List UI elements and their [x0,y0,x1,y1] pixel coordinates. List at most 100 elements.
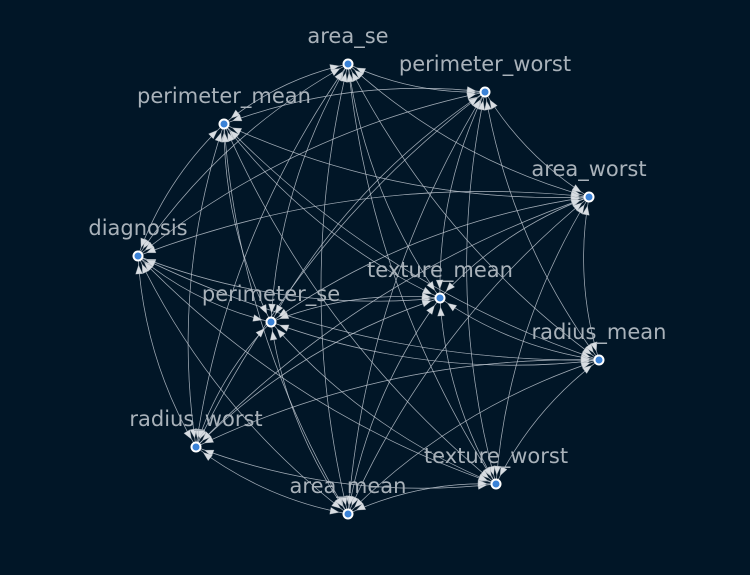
edge-arrowhead [570,199,581,207]
graph-arrowheads [135,64,598,515]
graph-edge [270,321,497,485]
graph-edge [270,321,600,366]
edge-arrowhead [437,306,445,317]
graph-edge [223,123,497,485]
graph-node-perimeter-mean[interactable] [218,118,230,130]
edge-arrowhead [571,184,582,193]
edge-arrowhead [252,314,263,322]
edge-arrowhead [189,428,197,439]
edge-arrowhead [484,100,492,111]
edge-arrowhead [275,304,284,315]
graph-edge [195,196,590,448]
graph-edge [195,63,349,448]
graph-node-radius-mean[interactable] [593,354,605,366]
graph-edge [270,63,349,323]
edge-arrowhead [483,466,492,477]
edge-arrowhead [493,465,502,476]
graph-edge [439,196,590,299]
graph-node-area-mean[interactable] [342,508,354,520]
edge-arrowhead [146,246,157,253]
edge-arrowhead [255,328,265,338]
edge-arrowhead [331,500,342,509]
graph-node-area-worst[interactable] [583,191,595,203]
node-label-perimeter-worst: perimeter_worst [399,52,571,77]
graph-node-perimeter-worst[interactable] [479,86,491,98]
edge-arrowhead [143,262,154,272]
edge-arrowhead [279,324,290,332]
edge-arrowhead [141,263,150,274]
graph-edge [484,91,590,198]
node-label-perimeter-se: perimeter_se [202,282,340,307]
graph-edge [270,295,441,323]
edge-arrowhead [479,469,490,479]
edge-arrowhead [203,435,214,444]
node-label-radius-worst: radius_worst [129,407,262,432]
edge-arrowhead [208,129,218,140]
graph-edge [347,91,486,515]
graph-edge [195,91,486,448]
edge-arrowhead [329,507,340,515]
graph-edge [466,91,497,485]
graph-edge [439,196,590,299]
edge-arrowhead [426,280,436,291]
graph-edge [347,63,441,299]
graph-node-area-se[interactable] [342,58,354,70]
graph-node-radius-worst[interactable] [190,441,202,453]
graph-edge [583,196,600,361]
edge-arrowhead [489,99,498,110]
edge-arrowhead [347,495,355,506]
graph-edge [270,321,349,515]
edge-arrowhead [221,132,230,143]
graph-edge [137,255,600,361]
graph-node-texture-mean[interactable] [434,292,446,304]
graph-edge [223,123,600,361]
node-label-perimeter-mean: perimeter_mean [137,84,311,109]
edge-arrowhead [276,328,286,339]
edge-arrowhead [576,204,585,215]
edge-arrowhead [466,86,477,94]
edge-arrowhead [268,303,276,314]
graph-node-perimeter-se[interactable] [265,316,277,328]
edge-arrowhead [435,279,444,290]
edge-arrowhead [426,304,435,315]
edge-arrowhead [227,131,235,143]
edge-arrowhead [590,341,598,352]
graph-nodes [132,58,605,520]
edge-arrowhead [468,97,479,106]
edge-arrowhead [340,72,348,83]
graph-edge [347,63,497,485]
edge-arrowhead [351,71,360,82]
graph-edge [347,63,600,361]
edge-arrowhead [231,127,243,135]
graph-edge [195,359,600,448]
edge-arrowhead [135,264,143,275]
edge-arrowhead [445,282,455,292]
edge-arrowhead [340,495,348,506]
edge-arrowhead [477,100,485,111]
graph-edge [347,297,441,515]
edge-arrowhead [585,343,594,354]
graph-node-texture-worst[interactable] [490,478,502,490]
graph-edge [495,196,590,485]
graph-edge [137,63,349,257]
graph-edge [223,123,590,198]
graph-edge [137,91,486,257]
edge-arrowhead [580,362,591,370]
graph-labels: area_se perimeter_worst perimeter_meanarea… [88,24,666,499]
graph-edge [495,359,600,485]
node-label-texture-mean: texture_mean [367,258,513,283]
graph-edge [195,446,349,515]
graph-edge [137,255,349,515]
graph-edge [484,91,600,361]
node-label-radius-mean: radius_mean [532,320,667,345]
node-label-texture-worst: texture_worst [424,444,568,469]
edge-arrowhead [447,302,458,312]
graph-edge [270,196,590,323]
edge-arrowhead [145,259,156,268]
graph-edge [137,255,497,485]
edge-arrowhead [354,69,364,79]
graph-node-diagnosis[interactable] [132,250,144,262]
edge-arrowhead [477,473,489,481]
edge-arrowhead [140,237,148,248]
graph-edge [195,359,600,448]
